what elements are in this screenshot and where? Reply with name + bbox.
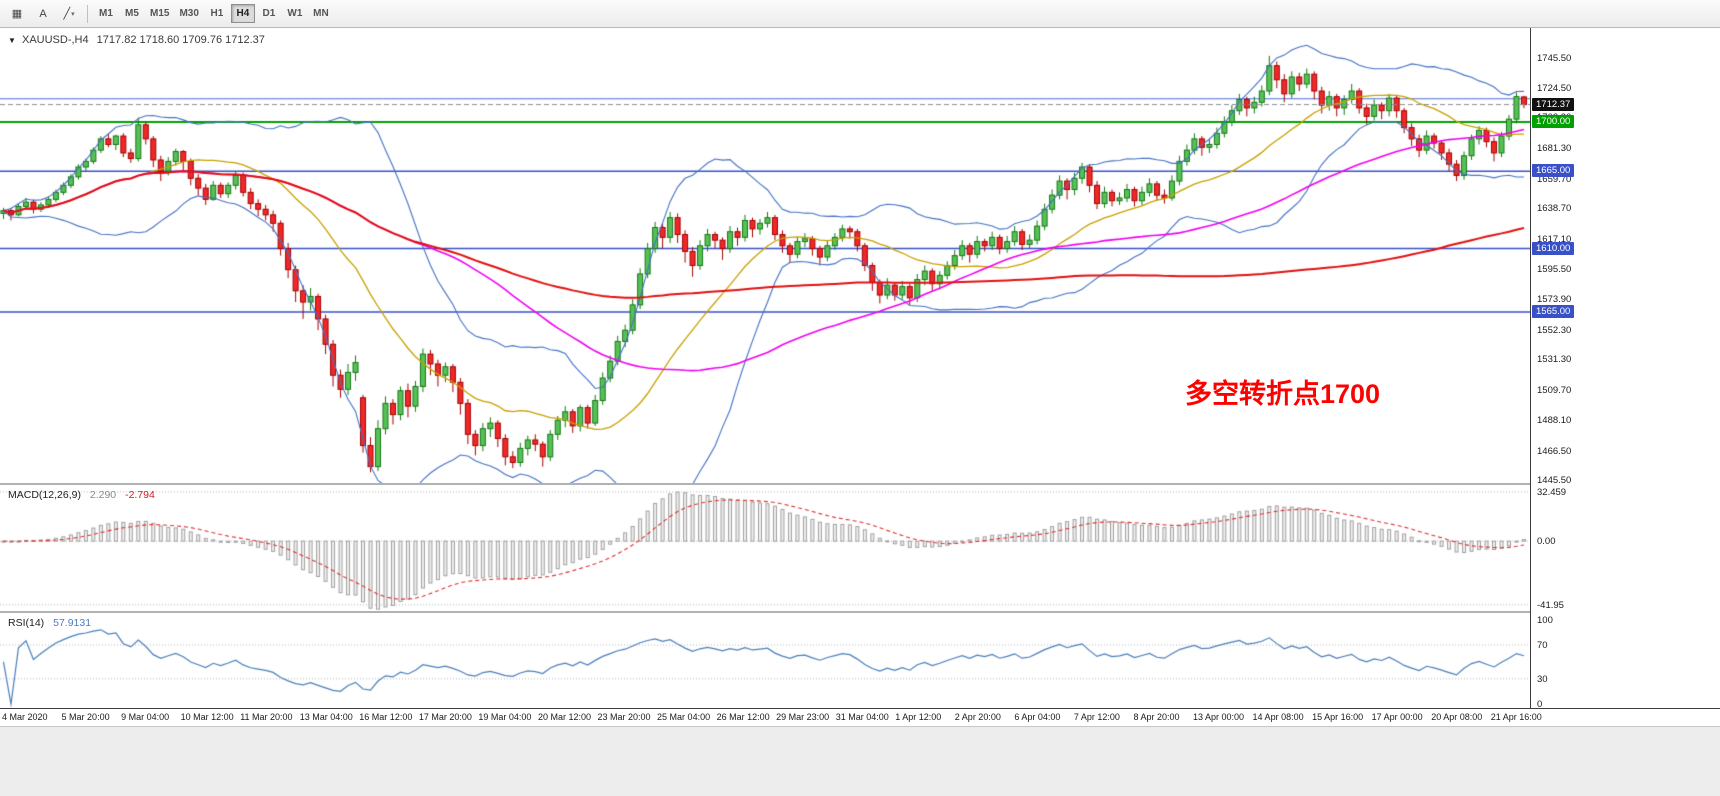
- time-axis-label: 9 Mar 04:00: [121, 712, 170, 722]
- price-line-tag: 1700.00: [1532, 114, 1575, 128]
- price-axis-label: 1745.50: [1537, 52, 1572, 64]
- time-axis-label: 20 Apr 08:00: [1431, 712, 1483, 722]
- macd-axis-label: -41.95: [1537, 599, 1564, 611]
- time-axis-label: 2 Apr 20:00: [954, 712, 1001, 722]
- time-axis-label: 1 Apr 12:00: [895, 712, 942, 722]
- price-axis-label: 1445.50: [1537, 475, 1572, 487]
- timeframe-button-group: M1 M5 M15 M30 H1 H4 D1 W1 MN: [93, 4, 334, 23]
- toolbar-separator: [87, 4, 88, 23]
- macd-axis-label: 32.459: [1537, 486, 1567, 498]
- time-axis-label: 10 Mar 12:00: [180, 712, 234, 722]
- rsi-axis-label: 0: [1537, 699, 1543, 711]
- timeframe-W1[interactable]: W1: [283, 4, 307, 23]
- rsi-axis-label: 100: [1537, 614, 1553, 626]
- time-axis[interactable]: 4 Mar 2020 5 Mar 20:00 9 Mar 04:00 10 Mar 1…: [0, 708, 1720, 726]
- bid-price-tag: 1712.37: [1532, 97, 1575, 111]
- price-axis-label: 1638.70: [1537, 203, 1572, 215]
- macd-axis-label: 0.00: [1537, 536, 1556, 548]
- rsi-axis-label: 30: [1537, 673, 1548, 685]
- time-axis-label: 4 Mar 2020: [2, 712, 48, 722]
- chart-ohlc: 1717.82 1718.60 1709.76 1712.37: [96, 34, 265, 46]
- rsi-axis-label: 70: [1537, 640, 1548, 652]
- time-axis-label: 21 Apr 16:00: [1490, 712, 1542, 722]
- price-axis-label: 1617.10: [1537, 233, 1572, 245]
- time-axis-label: 13 Apr 00:00: [1193, 712, 1245, 722]
- timeframe-M15[interactable]: M15: [146, 4, 173, 23]
- timeframe-H1[interactable]: H1: [205, 4, 229, 23]
- bottom-filler: [0, 726, 1720, 796]
- time-axis-label: 25 Mar 04:00: [657, 712, 711, 722]
- macd-name: MACD(12,26,9): [8, 489, 81, 501]
- macd-label: MACD(12,26,9) 2.290 -2.794: [8, 489, 155, 501]
- time-axis-label: 15 Apr 16:00: [1312, 712, 1364, 722]
- price-axis-label: 1573.90: [1537, 294, 1572, 306]
- timeframe-D1[interactable]: D1: [257, 4, 281, 23]
- time-axis-label: 29 Mar 23:00: [776, 712, 830, 722]
- chart-title: ▼ XAUUSD-,H4 1717.82 1718.60 1709.76 171…: [8, 34, 265, 46]
- time-axis-label: 6 Apr 04:00: [1014, 712, 1061, 722]
- main-chart-canvas[interactable]: [0, 28, 1530, 483]
- time-axis-label: 16 Mar 12:00: [359, 712, 413, 722]
- time-axis-label: 7 Apr 12:00: [1073, 712, 1120, 722]
- rsi-label: RSI(14) 57.9131: [8, 617, 91, 629]
- price-axis-label: 1552.30: [1537, 324, 1572, 336]
- price-axis-label: 1681.30: [1537, 143, 1572, 155]
- time-axis-label: 17 Apr 00:00: [1371, 712, 1423, 722]
- chevron-down-icon: ▾: [71, 10, 75, 18]
- price-axis-label: 1531.30: [1537, 354, 1572, 366]
- timeframe-M5[interactable]: M5: [120, 4, 144, 23]
- macd-main-value: 2.290: [89, 489, 117, 501]
- timeframe-M30[interactable]: M30: [175, 4, 202, 23]
- time-axis-label: 8 Apr 20:00: [1133, 712, 1180, 722]
- macd-panel-canvas[interactable]: [0, 485, 1530, 611]
- time-axis-label: 13 Mar 04:00: [299, 712, 353, 722]
- toolbar: ▦ A ╱ ▾ M1 M5 M15 M30 H1 H4 D1 W1 MN: [0, 0, 1720, 28]
- price-axis-label: 1488.10: [1537, 415, 1572, 427]
- time-axis-label: 5 Mar 20:00: [61, 712, 110, 722]
- chart-annotation[interactable]: 多空转折点1700: [1185, 379, 1381, 409]
- rsi-value: 57.9131: [53, 617, 92, 629]
- panel-splitter[interactable]: [0, 483, 1720, 485]
- price-line-tag: 1610.00: [1532, 241, 1575, 255]
- macd-signal-value: -2.794: [125, 489, 155, 501]
- price-axis-label: 1509.70: [1537, 384, 1572, 396]
- time-axis-label: 31 Mar 04:00: [835, 712, 889, 722]
- trendline-tool-icon[interactable]: ╱ ▾: [57, 4, 81, 24]
- timeframe-M1[interactable]: M1: [94, 4, 118, 23]
- time-axis-label: 19 Mar 04:00: [478, 712, 532, 722]
- time-axis-label: 17 Mar 20:00: [418, 712, 472, 722]
- chart-grid-icon[interactable]: ▦: [5, 4, 29, 24]
- time-axis-label: 23 Mar 20:00: [597, 712, 651, 722]
- price-axis-label: 1724.50: [1537, 82, 1572, 94]
- price-axis-label: 1595.50: [1537, 264, 1572, 275]
- chart-symbol: XAUUSD-,H4: [21, 34, 89, 46]
- rsi-panel-canvas[interactable]: [0, 613, 1530, 708]
- time-axis-label: 26 Mar 12:00: [716, 712, 770, 722]
- time-axis-label: 11 Mar 20:00: [240, 712, 293, 722]
- panel-splitter[interactable]: [0, 611, 1720, 613]
- symbol-marker-icon: ▼: [8, 36, 16, 45]
- time-axis-label: 20 Mar 12:00: [537, 712, 591, 722]
- price-axis-label: 1659.70: [1537, 173, 1572, 185]
- tool-button-group: ▦ A ╱ ▾: [4, 4, 82, 24]
- time-axis-label: 14 Apr 08:00: [1252, 712, 1304, 722]
- price-line-tag: 1665.00: [1532, 164, 1575, 178]
- price-axis-label: 1466.50: [1537, 445, 1572, 457]
- rsi-name: RSI(14): [8, 617, 45, 629]
- price-axis[interactable]: 1745.501724.501703.201681.301659.701638.…: [1530, 28, 1720, 711]
- chart-area: ▼ XAUUSD-,H4 1717.82 1718.60 1709.76 171…: [0, 28, 1720, 796]
- timeframe-H4[interactable]: H4: [230, 4, 255, 23]
- text-tool-icon[interactable]: A: [31, 4, 55, 24]
- price-line-tag: 1565.00: [1532, 304, 1575, 318]
- timeframe-MN[interactable]: MN: [309, 4, 333, 23]
